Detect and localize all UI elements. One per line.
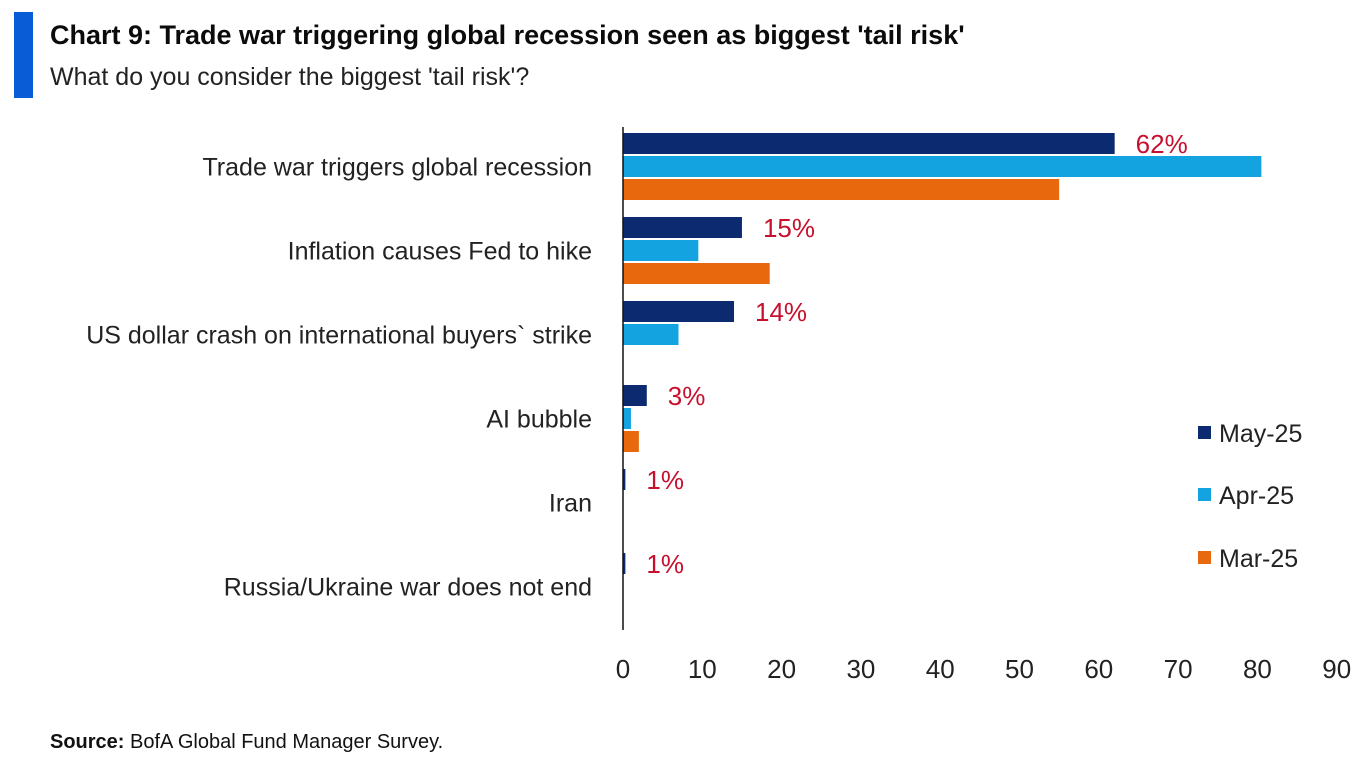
x-tick-label-60: 60 xyxy=(1084,654,1113,684)
x-tick-label-90: 90 xyxy=(1322,654,1351,684)
title-accent-bar xyxy=(14,12,33,98)
data-label-0: 62% xyxy=(1136,129,1188,159)
category-label-3: AI bubble xyxy=(486,406,592,434)
legend-label-may-25: May-25 xyxy=(1219,420,1302,448)
legend-swatch-mar-25 xyxy=(1198,551,1211,564)
data-label-1: 15% xyxy=(763,213,815,243)
bar-apr-25-1 xyxy=(623,240,699,261)
chart-title: Chart 9: Trade war triggering global rec… xyxy=(50,20,965,50)
category-label-2: US dollar crash on international buyers`… xyxy=(86,322,592,350)
category-label-4: Iran xyxy=(549,490,592,518)
x-tick-label-50: 50 xyxy=(1005,654,1034,684)
bar-mar-25-3 xyxy=(623,431,639,452)
data-label-4: 1% xyxy=(646,465,684,495)
bar-may-25-1 xyxy=(623,217,742,238)
bar-may-25-2 xyxy=(623,301,735,322)
x-tick-label-10: 10 xyxy=(688,654,717,684)
x-tick-label-20: 20 xyxy=(767,654,796,684)
bar-apr-25-2 xyxy=(623,324,679,345)
legend-swatch-may-25 xyxy=(1198,426,1211,439)
chart-subtitle: What do you consider the biggest 'tail r… xyxy=(50,63,530,91)
legend-label-mar-25: Mar-25 xyxy=(1219,545,1298,573)
x-tick-label-70: 70 xyxy=(1164,654,1193,684)
source-text: BofA Global Fund Manager Survey. xyxy=(124,731,444,753)
legend-label-apr-25: Apr-25 xyxy=(1219,482,1294,510)
bar-may-25-0 xyxy=(623,133,1115,154)
bar-may-25-5 xyxy=(623,553,626,574)
bar-apr-25-3 xyxy=(623,408,631,429)
category-label-1: Inflation causes Fed to hike xyxy=(288,238,592,266)
data-label-5: 1% xyxy=(646,549,684,579)
bar-may-25-4 xyxy=(623,469,626,490)
bar-mar-25-0 xyxy=(623,179,1060,200)
x-tick-label-80: 80 xyxy=(1243,654,1272,684)
bar-chart: Trade war triggers global recession 62% In… xyxy=(86,127,1351,684)
x-tick-label-30: 30 xyxy=(846,654,875,684)
bar-may-25-3 xyxy=(623,385,647,406)
bar-apr-25-0 xyxy=(623,156,1262,177)
category-label-0: Trade war triggers global recession xyxy=(202,154,592,182)
source-note: Source: BofA Global Fund Manager Survey. xyxy=(50,731,443,754)
source-label: Source: xyxy=(50,731,125,753)
data-label-3: 3% xyxy=(668,381,706,411)
bar-mar-25-1 xyxy=(623,263,770,284)
data-label-2: 14% xyxy=(755,297,807,327)
x-tick-label-0: 0 xyxy=(616,654,630,684)
legend-swatch-apr-25 xyxy=(1198,488,1211,501)
x-tick-label-40: 40 xyxy=(926,654,955,684)
category-label-5: Russia/Ukraine war does not end xyxy=(224,574,592,602)
